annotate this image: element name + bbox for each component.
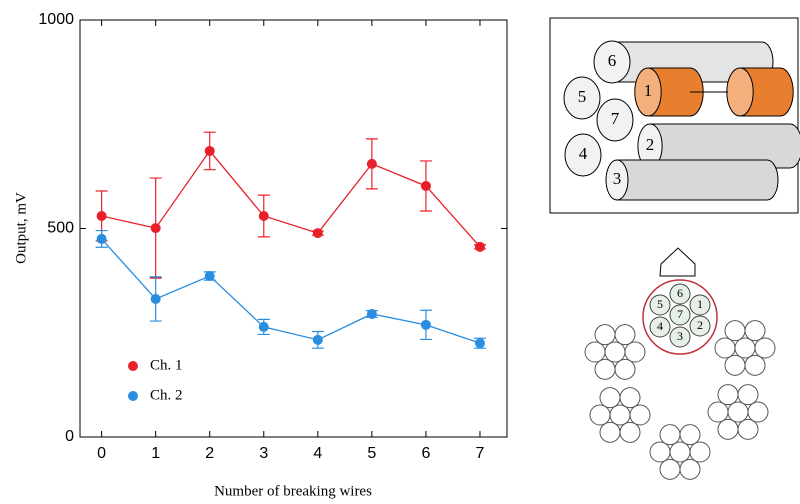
legend-label: Ch. 2 <box>150 387 183 403</box>
strand <box>620 422 640 442</box>
strand <box>725 355 745 375</box>
data-point <box>367 159 377 169</box>
strand <box>735 338 755 358</box>
strand <box>718 419 738 439</box>
wire-label: 5 <box>578 87 587 106</box>
strand <box>615 325 635 345</box>
strand <box>725 321 745 341</box>
wire-label: 4 <box>579 144 588 163</box>
y-axis-title: Output, mV <box>13 192 29 264</box>
y-tick-label: 1000 <box>38 11 74 28</box>
data-point <box>205 146 215 156</box>
strand <box>748 402 768 422</box>
x-axis-title: Number of breaking wires <box>214 483 372 499</box>
data-point <box>151 294 161 304</box>
core-label: 7 <box>677 307 683 321</box>
data-point <box>259 211 269 221</box>
cylinder-face <box>727 68 753 116</box>
legend-marker <box>128 361 138 371</box>
strand <box>585 342 605 362</box>
data-point <box>313 228 323 238</box>
x-tick-label: 2 <box>205 445 214 462</box>
strand <box>718 385 738 405</box>
x-tick-label: 4 <box>313 445 322 462</box>
strand <box>670 442 690 462</box>
strand <box>650 442 670 462</box>
strand <box>680 425 700 445</box>
strand <box>738 385 758 405</box>
strand <box>755 338 775 358</box>
strand <box>660 459 680 479</box>
strand <box>620 388 640 408</box>
strand <box>738 419 758 439</box>
x-tick-label: 6 <box>421 445 430 462</box>
strand <box>605 342 625 362</box>
core-label: 3 <box>677 329 683 343</box>
x-tick-label: 5 <box>367 445 376 462</box>
core-label: 6 <box>677 286 683 300</box>
wire-label: 6 <box>608 51 617 70</box>
data-point <box>421 181 431 191</box>
strand <box>600 388 620 408</box>
core-label: 4 <box>657 319 663 333</box>
data-point <box>97 211 107 221</box>
strand <box>595 359 615 379</box>
strand <box>708 402 728 422</box>
core-label: 5 <box>657 297 663 311</box>
series-line <box>102 151 480 247</box>
x-tick-label: 0 <box>97 445 106 462</box>
data-point <box>367 309 377 319</box>
wire-label: 2 <box>646 135 655 154</box>
strand <box>680 459 700 479</box>
plot-frame <box>80 20 507 437</box>
strand <box>595 325 615 345</box>
y-tick-label: 0 <box>65 428 74 445</box>
data-point <box>205 271 215 281</box>
strand <box>745 355 765 375</box>
data-point <box>151 223 161 233</box>
core-label: 2 <box>697 318 703 332</box>
figure: Number of breaking wires Output, mV 6574… <box>0 0 800 504</box>
strand <box>590 405 610 425</box>
strand <box>630 405 650 425</box>
strand <box>610 405 630 425</box>
cylinder-body <box>617 160 778 200</box>
strand <box>615 359 635 379</box>
legend-marker <box>128 391 138 401</box>
strand <box>625 342 645 362</box>
core-label: 1 <box>697 297 703 311</box>
wire-label: 7 <box>611 109 620 128</box>
strand <box>660 425 680 445</box>
data-point <box>475 242 485 252</box>
data-point <box>313 335 323 345</box>
y-tick-label: 500 <box>47 220 74 237</box>
strand <box>715 338 735 358</box>
strand <box>745 321 765 341</box>
data-point <box>259 322 269 332</box>
arrow <box>660 248 695 276</box>
data-point <box>475 338 485 348</box>
strand <box>600 422 620 442</box>
legend-label: Ch. 1 <box>150 357 183 373</box>
x-tick-label: 1 <box>151 445 160 462</box>
data-point <box>97 234 107 244</box>
wire-label: 3 <box>613 169 622 188</box>
strand <box>690 442 710 462</box>
x-tick-label: 3 <box>259 445 268 462</box>
data-point <box>421 320 431 330</box>
strand <box>728 402 748 422</box>
x-tick-label: 7 <box>476 445 485 462</box>
wire-label: 1 <box>644 81 653 100</box>
